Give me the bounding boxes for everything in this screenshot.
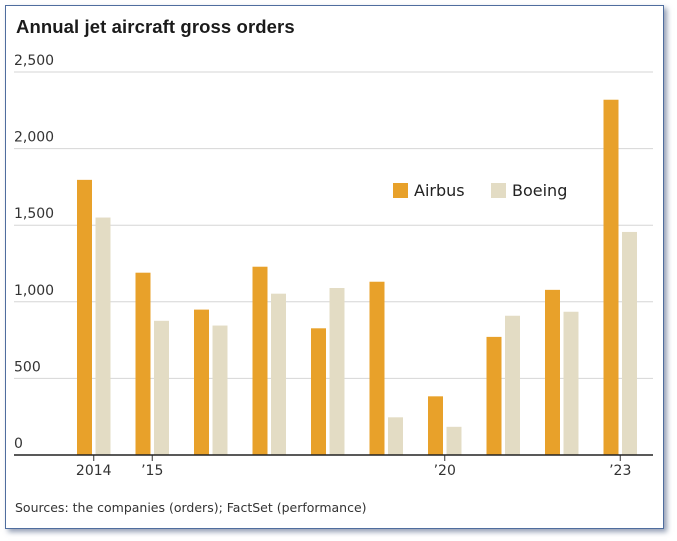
y-tick-label: 1,500 <box>14 206 54 222</box>
bar-boeing-2019 <box>388 417 403 455</box>
bar-boeing-2020 <box>446 426 462 455</box>
bar-boeing-2017 <box>271 293 286 455</box>
bar-boeing-2021 <box>505 315 520 455</box>
chart-title: Annual jet aircraft gross orders <box>16 16 295 37</box>
y-tick-label: 2,000 <box>14 130 54 146</box>
x-tick-label: 2014 <box>76 463 112 479</box>
legend-label-airbus: Airbus <box>414 181 465 200</box>
source-note: Sources: the companies (orders); FactSet… <box>15 500 367 515</box>
bar-airbus-2019 <box>369 281 385 455</box>
x-tick-label: ’15 <box>141 463 163 479</box>
y-tick-label: 2,500 <box>14 53 54 69</box>
bar-airbus-2016 <box>194 309 209 455</box>
bar-airbus-2015 <box>135 272 151 455</box>
legend-label-boeing: Boeing <box>512 181 567 200</box>
bar-airbus-2023 <box>603 99 619 456</box>
bar-airbus-2018 <box>311 328 326 455</box>
bar-airbus-2020 <box>428 396 443 455</box>
bar-boeing-2018 <box>329 288 345 455</box>
legend-swatch-airbus <box>393 183 408 198</box>
x-tick-label: ’23 <box>609 463 631 479</box>
y-tick-label: 0 <box>14 436 23 452</box>
bar-boeing-2015 <box>154 320 169 455</box>
y-tick-label: 500 <box>14 359 41 375</box>
bar-airbus-2021 <box>486 336 502 455</box>
legend-swatch-boeing <box>491 183 506 198</box>
bar-boeing-2023 <box>622 231 637 455</box>
bar-boeing-2014 <box>95 217 111 455</box>
bar-airbus-2022 <box>545 289 560 455</box>
bar-boeing-2022 <box>563 311 579 455</box>
bar-boeing-2016 <box>212 325 228 455</box>
bar-airbus-2014 <box>77 179 92 456</box>
bar-airbus-2017 <box>252 266 268 455</box>
x-tick-label: ’20 <box>434 463 456 479</box>
y-tick-label: 1,000 <box>14 283 54 299</box>
